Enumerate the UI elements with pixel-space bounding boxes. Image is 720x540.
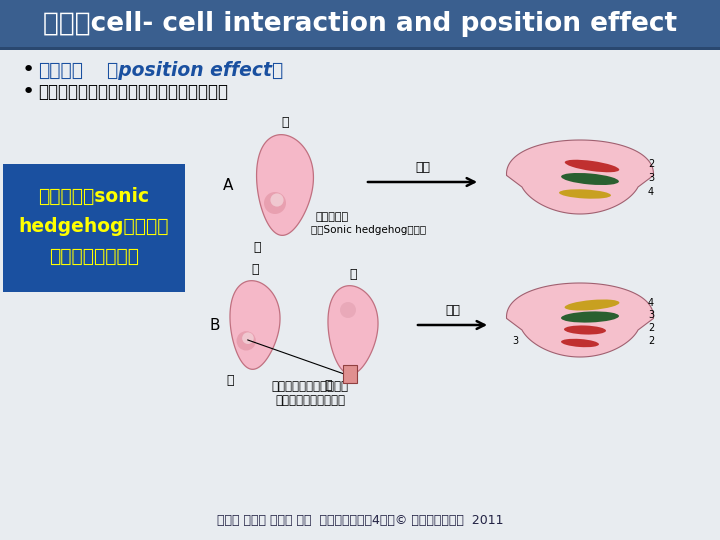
- Text: 后: 后: [253, 241, 261, 254]
- Text: 细胞所处的位置不同对细胞分化命运的影响: 细胞所处的位置不同对细胞分化命运的影响: [38, 83, 228, 101]
- Text: （position effect）: （position effect）: [107, 60, 283, 79]
- Text: 前: 前: [282, 116, 289, 129]
- Text: 3: 3: [648, 173, 654, 183]
- Ellipse shape: [561, 339, 599, 347]
- Text: 前: 前: [349, 268, 356, 281]
- Circle shape: [242, 333, 253, 344]
- Bar: [3, 164, 185, 292]
- Text: 4: 4: [648, 298, 654, 308]
- Text: 2: 2: [648, 159, 654, 169]
- Text: 从供体翅芽切取极化区，: 从供体翅芽切取极化区，: [271, 381, 348, 394]
- Ellipse shape: [561, 173, 619, 185]
- Text: 3: 3: [648, 310, 654, 320]
- Polygon shape: [256, 134, 313, 235]
- Ellipse shape: [564, 326, 606, 335]
- Ellipse shape: [564, 300, 619, 310]
- Polygon shape: [506, 283, 654, 357]
- Text: 发育: 发育: [415, 161, 430, 174]
- Ellipse shape: [564, 160, 619, 172]
- Text: A: A: [222, 178, 233, 192]
- Circle shape: [271, 193, 284, 207]
- Polygon shape: [328, 286, 378, 374]
- Circle shape: [340, 302, 356, 318]
- Circle shape: [264, 192, 286, 214]
- Text: 3: 3: [512, 336, 518, 346]
- Circle shape: [236, 331, 256, 350]
- Text: 再植入到宿主翅芽前区: 再植入到宿主翅芽前区: [275, 394, 345, 407]
- Polygon shape: [230, 281, 280, 369]
- Text: B: B: [210, 318, 220, 333]
- Text: 发育: 发育: [445, 304, 460, 317]
- Ellipse shape: [559, 190, 611, 199]
- Text: 位置信息（sonic: 位置信息（sonic: [38, 186, 150, 206]
- Text: 前: 前: [251, 263, 258, 276]
- Text: 后: 后: [325, 379, 332, 392]
- Text: hedgehog信号）在: hedgehog信号）在: [19, 217, 169, 235]
- Text: 翟中和 王喜忠 丁明孝 主编  细胞生物学（第4版）© 高等教育出版社  2011: 翟中和 王喜忠 丁明孝 主编 细胞生物学（第4版）© 高等教育出版社 2011: [217, 514, 503, 526]
- Text: 后: 后: [227, 374, 234, 387]
- Text: 2: 2: [648, 336, 654, 346]
- Text: 位置效应: 位置效应: [38, 60, 83, 79]
- Bar: [0, 0, 720, 47]
- Polygon shape: [506, 140, 654, 214]
- Text: （三）cell- cell interaction and position effect: （三）cell- cell interaction and position e…: [43, 11, 677, 37]
- Text: •: •: [22, 82, 35, 102]
- Text: （含Sonic hedgehog蛋白）: （含Sonic hedgehog蛋白）: [311, 225, 426, 235]
- Text: •: •: [22, 60, 35, 80]
- Ellipse shape: [561, 312, 619, 322]
- Bar: [0, 47, 720, 50]
- FancyBboxPatch shape: [343, 365, 357, 383]
- Text: 4: 4: [648, 187, 654, 197]
- Text: 翅膀发育中的作用: 翅膀发育中的作用: [49, 246, 139, 266]
- Text: 翅芽极化区: 翅芽极化区: [316, 212, 349, 222]
- Text: 2: 2: [648, 323, 654, 333]
